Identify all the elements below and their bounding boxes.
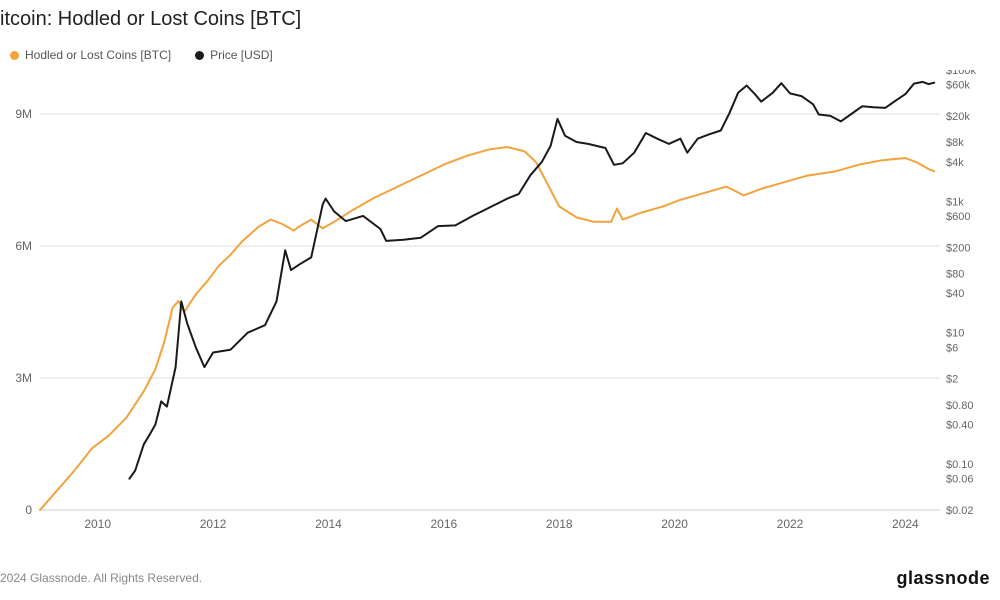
svg-text:2024: 2024	[892, 517, 919, 531]
svg-text:$0.80: $0.80	[946, 400, 974, 412]
legend-dot-hodled	[10, 51, 19, 60]
chart-plot: 0 3M 6M 9M 2010 2012 2014 2016 2018 2020 2022 2024 $…	[0, 70, 1000, 550]
chart-title: itcoin: Hodled or Lost Coins [BTC]	[0, 8, 301, 31]
svg-text:$100k: $100k	[946, 70, 976, 77]
svg-text:2020: 2020	[661, 517, 688, 531]
legend-label-price: Price [USD]	[210, 48, 273, 62]
svg-text:$80: $80	[946, 268, 964, 280]
legend-item-price: Price [USD]	[195, 48, 273, 62]
legend-item-hodled: Hodled or Lost Coins [BTC]	[10, 48, 171, 62]
svg-text:2014: 2014	[315, 517, 342, 531]
svg-text:2022: 2022	[777, 517, 804, 531]
svg-text:$0.06: $0.06	[946, 474, 974, 486]
legend-dot-price	[195, 51, 204, 60]
legend-label-hodled: Hodled or Lost Coins [BTC]	[25, 48, 171, 62]
svg-text:$600: $600	[946, 211, 970, 223]
svg-text:$40: $40	[946, 288, 964, 300]
svg-text:$4k: $4k	[946, 157, 964, 169]
svg-text:2010: 2010	[84, 517, 111, 531]
legend: Hodled or Lost Coins [BTC] Price [USD]	[10, 48, 273, 62]
svg-text:$1k: $1k	[946, 196, 964, 208]
svg-text:$2: $2	[946, 374, 958, 386]
svg-text:$8k: $8k	[946, 137, 964, 149]
svg-text:$60k: $60k	[946, 80, 970, 92]
svg-text:$0.40: $0.40	[946, 420, 974, 432]
svg-text:$10: $10	[946, 328, 964, 340]
svg-text:$200: $200	[946, 242, 970, 254]
svg-text:9M: 9M	[15, 107, 32, 121]
svg-text:$20k: $20k	[946, 111, 970, 123]
chart-svg: 0 3M 6M 9M 2010 2012 2014 2016 2018 2020 2022 2024 $…	[0, 70, 1000, 550]
svg-text:3M: 3M	[15, 371, 32, 385]
svg-text:0: 0	[25, 503, 32, 517]
svg-text:$0.10: $0.10	[946, 459, 974, 471]
svg-text:6M: 6M	[15, 239, 32, 253]
copyright-text: 2024 Glassnode. All Rights Reserved.	[0, 571, 202, 585]
footer: 2024 Glassnode. All Rights Reserved. gla…	[0, 566, 1000, 590]
svg-text:2016: 2016	[430, 517, 457, 531]
svg-text:2018: 2018	[546, 517, 573, 531]
svg-text:2012: 2012	[200, 517, 227, 531]
brand-logo: glassnode	[896, 568, 990, 589]
svg-text:$6: $6	[946, 342, 958, 354]
svg-text:$0.02: $0.02	[946, 505, 974, 517]
